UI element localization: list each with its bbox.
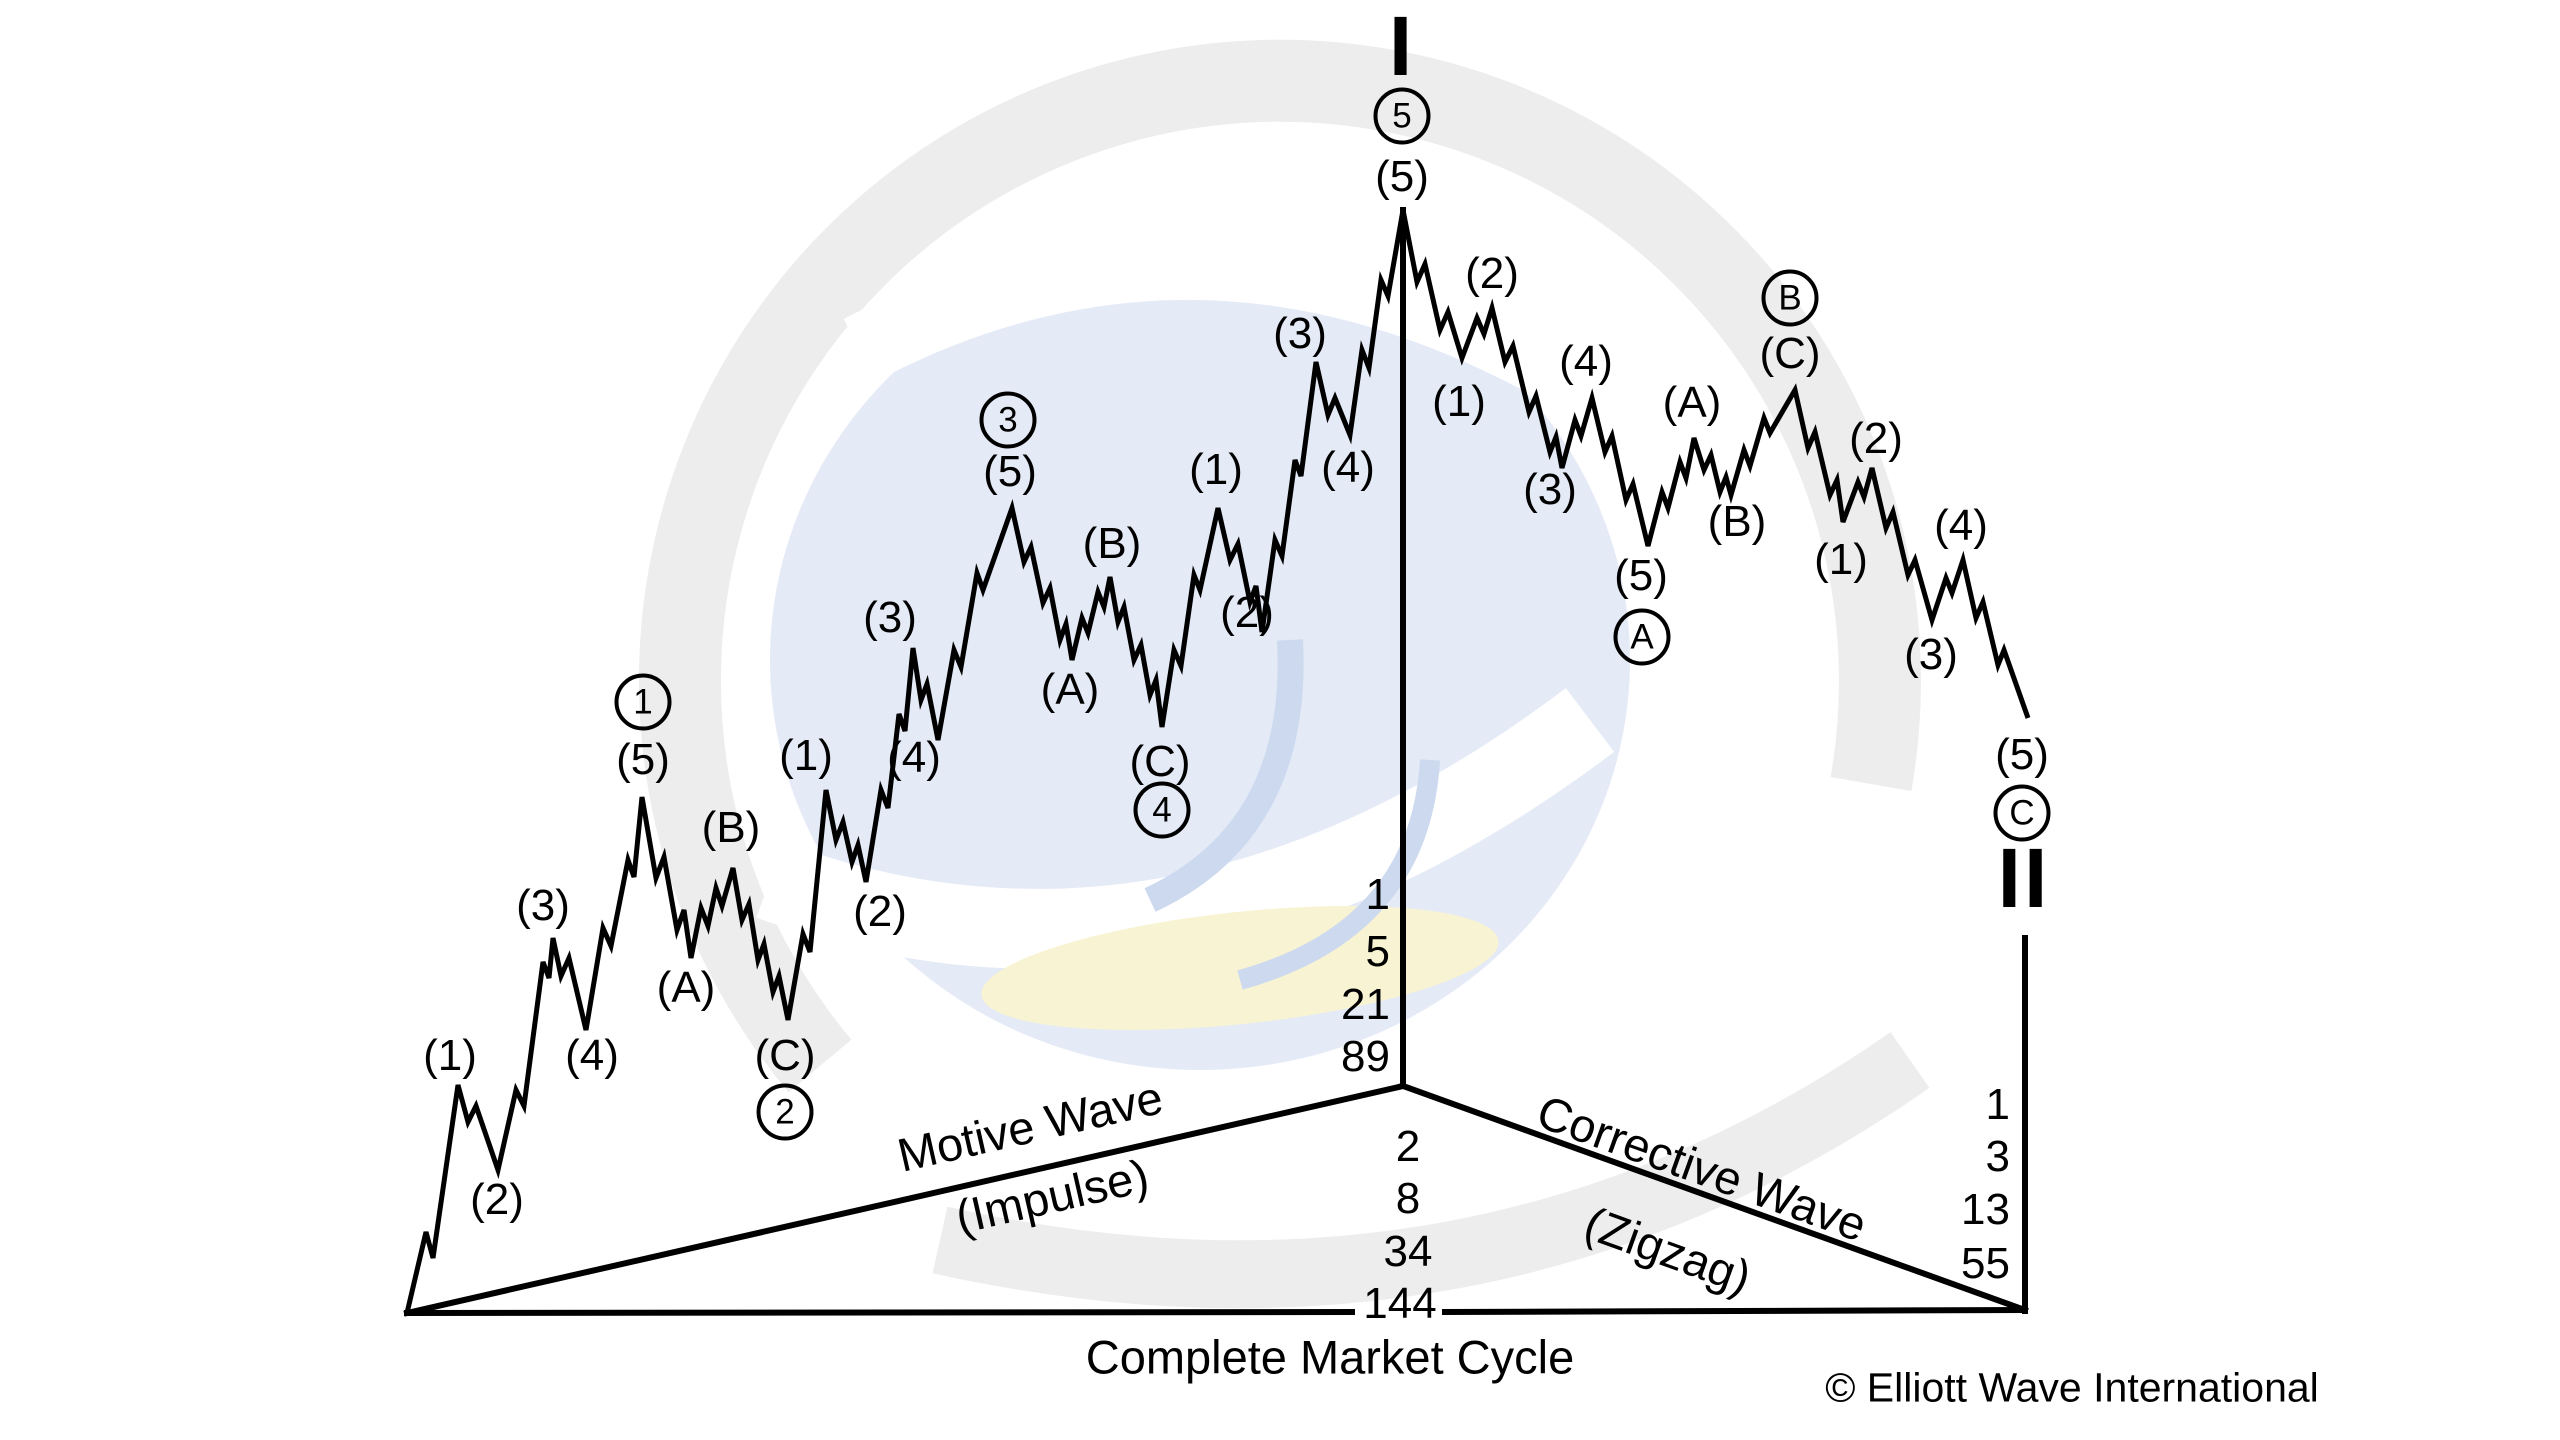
watermark-white-swoosh xyxy=(1013,937,1696,1149)
watermark-yellow-ellipse xyxy=(981,906,1499,1030)
watermark-white-swoosh xyxy=(756,688,1615,969)
axis-line xyxy=(403,1308,1356,1317)
axis-line xyxy=(1399,1082,2029,1314)
watermark-logo xyxy=(639,39,1930,1309)
axis-line xyxy=(403,1082,1407,1317)
watermark-outer-swirl xyxy=(639,39,1921,1093)
wave-path xyxy=(404,209,2031,1314)
structure-lines xyxy=(403,207,2029,1317)
watermark-lower-swirl xyxy=(932,1032,1930,1309)
watermark-detail-swirl xyxy=(1144,639,1304,912)
watermark-white-swoosh xyxy=(843,229,1660,450)
axis-line xyxy=(1441,1306,2029,1316)
watermark-detail-swirl xyxy=(1237,759,1440,990)
